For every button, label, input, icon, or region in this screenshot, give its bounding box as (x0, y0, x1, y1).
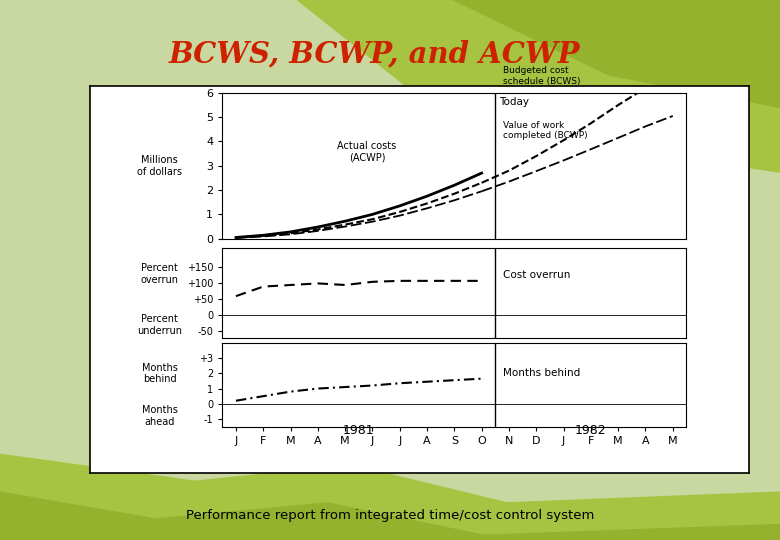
Text: Actual costs
(ACWP): Actual costs (ACWP) (338, 141, 396, 163)
Text: BCWS, BCWP, and ACWP: BCWS, BCWP, and ACWP (168, 39, 580, 68)
Text: Months
ahead: Months ahead (142, 405, 177, 427)
Polygon shape (296, 0, 780, 173)
Text: Percent
underrun: Percent underrun (137, 314, 182, 335)
Text: Today: Today (499, 97, 530, 106)
Text: 1981: 1981 (343, 424, 374, 437)
Text: Months behind: Months behind (504, 368, 581, 378)
Polygon shape (452, 0, 780, 108)
Text: Performance report from integrated time/cost control system: Performance report from integrated time/… (186, 509, 594, 522)
Text: 1982: 1982 (575, 424, 607, 437)
Polygon shape (0, 454, 780, 540)
Text: Millions
of dollars: Millions of dollars (137, 155, 182, 177)
Text: Percent
overrun: Percent overrun (140, 263, 179, 285)
Text: Value of work
completed (BCWP): Value of work completed (BCWP) (504, 121, 588, 140)
Text: Months
behind: Months behind (142, 362, 177, 384)
Text: Budgeted cost
schedule (BCWS): Budgeted cost schedule (BCWS) (504, 66, 581, 85)
Polygon shape (0, 491, 780, 540)
Text: Cost overrun: Cost overrun (504, 271, 571, 280)
